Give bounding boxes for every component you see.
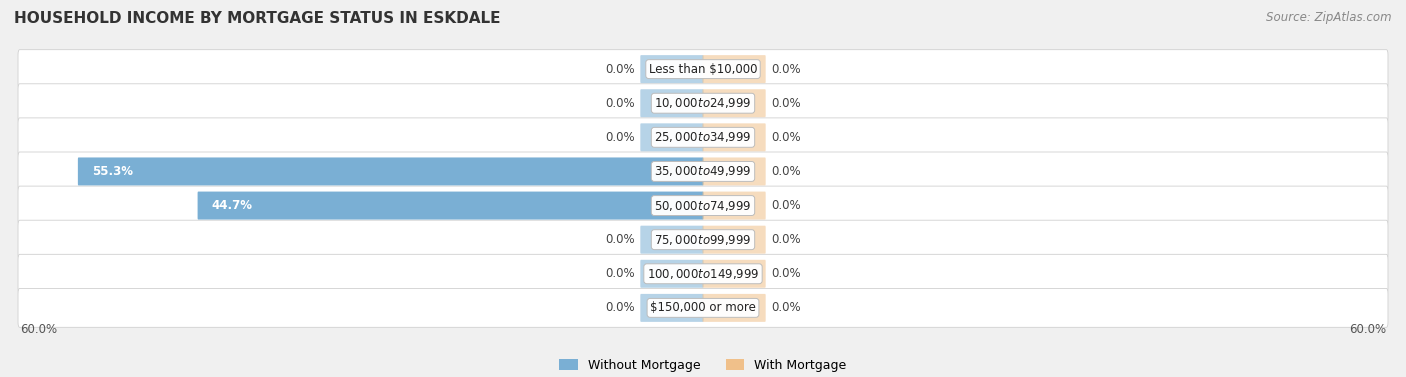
Text: 0.0%: 0.0% (770, 267, 800, 280)
FancyBboxPatch shape (703, 89, 766, 117)
FancyBboxPatch shape (18, 152, 1388, 191)
FancyBboxPatch shape (703, 123, 766, 151)
Text: 60.0%: 60.0% (20, 323, 56, 336)
FancyBboxPatch shape (703, 260, 766, 288)
FancyBboxPatch shape (18, 254, 1388, 293)
Text: 0.0%: 0.0% (770, 97, 800, 110)
FancyBboxPatch shape (18, 288, 1388, 327)
FancyBboxPatch shape (640, 123, 703, 151)
Text: 0.0%: 0.0% (606, 63, 636, 76)
FancyBboxPatch shape (703, 55, 766, 83)
FancyBboxPatch shape (640, 55, 703, 83)
Text: $10,000 to $24,999: $10,000 to $24,999 (654, 96, 752, 110)
FancyBboxPatch shape (18, 84, 1388, 123)
Text: 0.0%: 0.0% (770, 63, 800, 76)
Text: HOUSEHOLD INCOME BY MORTGAGE STATUS IN ESKDALE: HOUSEHOLD INCOME BY MORTGAGE STATUS IN E… (14, 11, 501, 26)
Text: 0.0%: 0.0% (770, 233, 800, 246)
FancyBboxPatch shape (640, 226, 703, 254)
Text: 44.7%: 44.7% (212, 199, 253, 212)
FancyBboxPatch shape (18, 220, 1388, 259)
Text: 0.0%: 0.0% (606, 301, 636, 314)
Text: $25,000 to $34,999: $25,000 to $34,999 (654, 130, 752, 144)
FancyBboxPatch shape (640, 89, 703, 117)
Text: 0.0%: 0.0% (606, 131, 636, 144)
Text: Source: ZipAtlas.com: Source: ZipAtlas.com (1267, 11, 1392, 24)
Text: 0.0%: 0.0% (606, 233, 636, 246)
FancyBboxPatch shape (703, 226, 766, 254)
Text: Less than $10,000: Less than $10,000 (648, 63, 758, 76)
Text: 55.3%: 55.3% (91, 165, 134, 178)
Text: $75,000 to $99,999: $75,000 to $99,999 (654, 233, 752, 247)
FancyBboxPatch shape (18, 186, 1388, 225)
FancyBboxPatch shape (640, 260, 703, 288)
Text: 0.0%: 0.0% (770, 165, 800, 178)
Text: 60.0%: 60.0% (1350, 323, 1386, 336)
Text: 0.0%: 0.0% (606, 267, 636, 280)
FancyBboxPatch shape (703, 158, 766, 185)
FancyBboxPatch shape (640, 294, 703, 322)
FancyBboxPatch shape (18, 118, 1388, 157)
Text: $100,000 to $149,999: $100,000 to $149,999 (647, 267, 759, 281)
Text: 0.0%: 0.0% (770, 199, 800, 212)
FancyBboxPatch shape (77, 158, 703, 185)
FancyBboxPatch shape (18, 50, 1388, 89)
FancyBboxPatch shape (703, 294, 766, 322)
Text: $150,000 or more: $150,000 or more (650, 301, 756, 314)
Text: $35,000 to $49,999: $35,000 to $49,999 (654, 164, 752, 178)
FancyBboxPatch shape (198, 192, 703, 219)
Text: $50,000 to $74,999: $50,000 to $74,999 (654, 199, 752, 213)
Text: 0.0%: 0.0% (770, 131, 800, 144)
Text: 0.0%: 0.0% (606, 97, 636, 110)
Text: 0.0%: 0.0% (770, 301, 800, 314)
FancyBboxPatch shape (703, 192, 766, 219)
Legend: Without Mortgage, With Mortgage: Without Mortgage, With Mortgage (554, 354, 852, 377)
